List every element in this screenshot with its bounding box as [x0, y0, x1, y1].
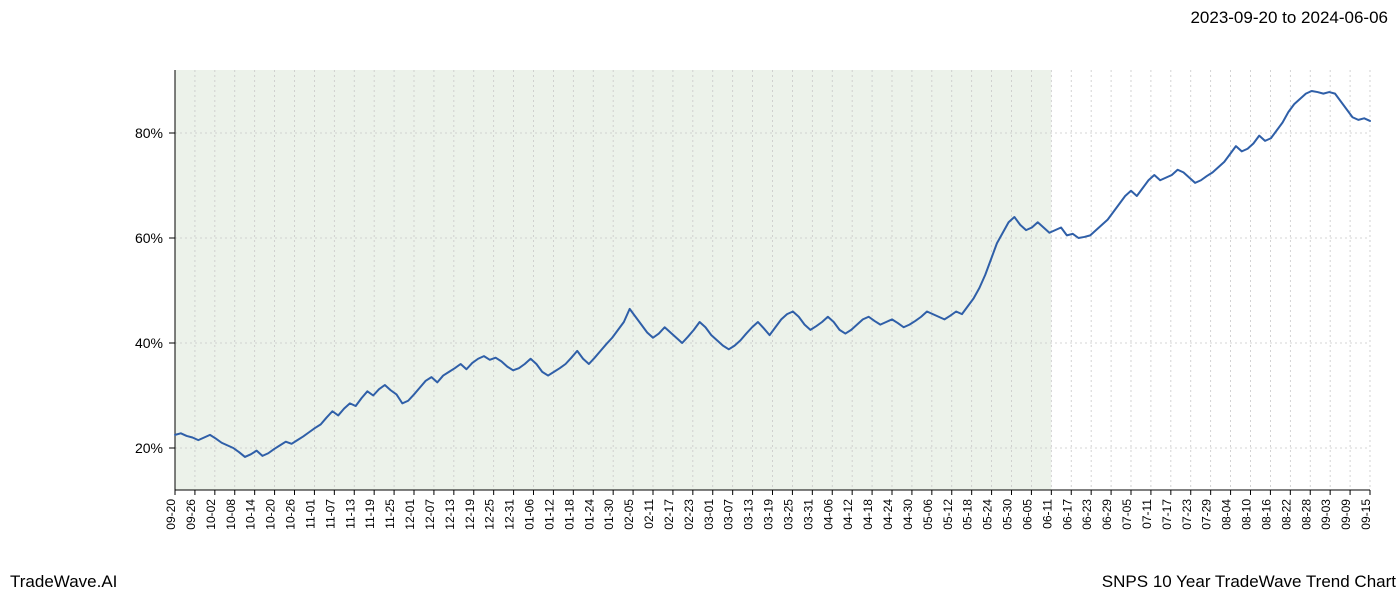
brand-label: TradeWave.AI: [10, 572, 117, 592]
x-tick-label: 04-06: [821, 499, 835, 530]
x-tick-label: 01-30: [602, 499, 616, 530]
x-tick-label: 01-18: [562, 499, 576, 530]
x-tick-label: 06-05: [1020, 499, 1034, 530]
x-tick-label: 10-14: [244, 499, 258, 530]
x-tick-label: 05-30: [1001, 499, 1015, 530]
x-tick-label: 04-30: [901, 499, 915, 530]
x-tick-label: 02-11: [642, 499, 656, 529]
x-tick-label: 09-26: [184, 499, 198, 530]
x-tick-label: 05-12: [941, 499, 955, 530]
x-tick-label: 06-23: [1080, 499, 1094, 530]
x-tick-label: 09-20: [164, 499, 178, 530]
trend-chart: 20% 40% 60% 80% 09-20 09-26 10-02 10-08 10-14 10-…: [0, 40, 1400, 550]
x-tick-label: 11-01: [303, 499, 317, 529]
x-tick-label: 11-19: [363, 499, 377, 529]
x-tick-label: 11-25: [383, 499, 397, 529]
x-tick-label: 03-25: [781, 499, 795, 530]
x-tick-label: 02-05: [622, 499, 636, 530]
x-tick-label: 02-23: [682, 499, 696, 530]
x-tick-label: 12-19: [463, 499, 477, 530]
x-tick-label: 07-11: [1140, 499, 1154, 529]
x-tick-label: 11-07: [323, 499, 337, 529]
chart-svg: 20% 40% 60% 80% 09-20 09-26 10-02 10-08 10-14 10-…: [0, 40, 1400, 550]
y-tick-label: 20%: [135, 440, 163, 456]
x-tick-label: 07-29: [1200, 499, 1214, 530]
x-tick-label: 12-07: [423, 499, 437, 530]
x-tick-label: 04-12: [841, 499, 855, 530]
x-tick-label: 08-28: [1299, 499, 1313, 530]
x-tick-label: 08-10: [1240, 499, 1254, 530]
x-tick-label: 08-04: [1220, 499, 1234, 530]
y-tick-label: 80%: [135, 125, 163, 141]
y-tick-label: 40%: [135, 335, 163, 351]
x-tick-label: 12-01: [403, 499, 417, 530]
x-tick-label: 05-18: [961, 499, 975, 530]
x-tick-label: 01-06: [523, 499, 537, 530]
x-tick-label: 07-23: [1180, 499, 1194, 530]
x-tick-label: 03-07: [722, 499, 736, 530]
x-tick-label: 09-03: [1319, 499, 1333, 530]
y-tick-label: 60%: [135, 230, 163, 246]
x-tick-label: 10-26: [284, 499, 298, 530]
x-tick-label: 10-02: [204, 499, 218, 530]
x-tick-label: 08-22: [1279, 499, 1293, 530]
x-tick-label: 04-18: [861, 499, 875, 530]
x-tick-label: 06-11: [1040, 499, 1054, 529]
x-tick-label: 09-15: [1359, 499, 1373, 530]
x-tick-label: 03-13: [742, 499, 756, 530]
x-tick-label: 07-05: [1120, 499, 1134, 530]
x-tick-label: 12-13: [443, 499, 457, 530]
x-tick-label: 02-17: [662, 499, 676, 530]
x-tick-label: 12-31: [503, 499, 517, 530]
x-tick-label: 05-24: [981, 499, 995, 530]
date-range-label: 2023-09-20 to 2024-06-06: [1190, 8, 1388, 28]
x-tick-label: 07-17: [1160, 499, 1174, 530]
x-tick-label: 04-24: [881, 499, 895, 530]
x-tick-label: 06-17: [1060, 499, 1074, 530]
x-tick-label: 03-19: [762, 499, 776, 530]
x-tick-label: 01-12: [542, 499, 556, 530]
x-tick-label: 01-24: [582, 499, 596, 530]
x-tick-label: 05-06: [921, 499, 935, 530]
x-tick-label: 08-16: [1259, 499, 1273, 530]
x-tick-label: 03-31: [801, 499, 815, 530]
x-tick-label: 09-09: [1339, 499, 1353, 530]
x-tick-label: 10-20: [264, 499, 278, 530]
x-tick-label: 06-29: [1100, 499, 1114, 530]
chart-title: SNPS 10 Year TradeWave Trend Chart: [1102, 572, 1396, 592]
x-tick-label: 11-13: [343, 499, 357, 529]
x-tick-label: 03-01: [702, 499, 716, 530]
x-tick-label: 10-08: [224, 499, 238, 530]
x-tick-label: 12-25: [483, 499, 497, 530]
